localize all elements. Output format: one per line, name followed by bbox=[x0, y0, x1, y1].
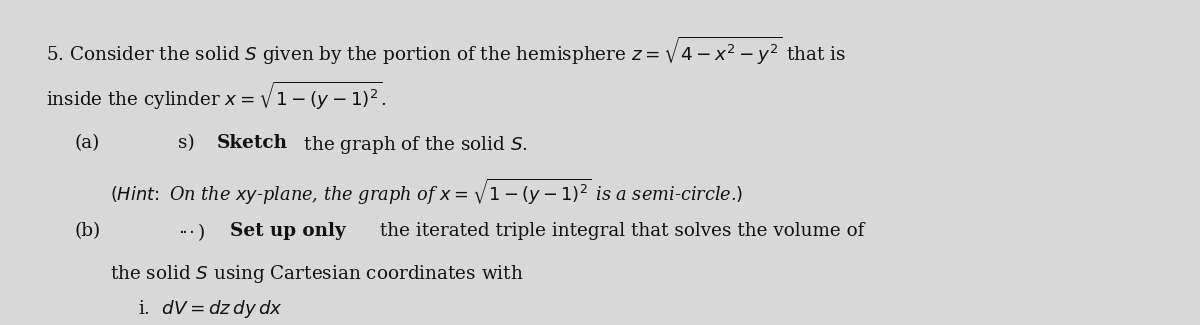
Text: the iterated triple integral that solves the volume of: the iterated triple integral that solves… bbox=[374, 222, 865, 240]
Text: $(Hint\!:$ On the $xy$-plane, the graph of $x = \sqrt{1-(y-1)^2}$ is a semi-circ: $(Hint\!:$ On the $xy$-plane, the graph … bbox=[110, 177, 744, 207]
Text: $\cdot\!\!\cdot\!\!\cdot$): $\cdot\!\!\cdot\!\!\cdot$) bbox=[178, 222, 206, 243]
Text: (b): (b) bbox=[74, 222, 101, 240]
Text: inside the cylinder $x = \sqrt{1-(y-1)^2}$.: inside the cylinder $x = \sqrt{1-(y-1)^2… bbox=[46, 80, 386, 112]
Text: s): s) bbox=[178, 134, 200, 152]
Text: (a): (a) bbox=[74, 134, 100, 152]
Text: 5. Consider the solid $S$ given by the portion of the hemisphere $z = \sqrt{4-x^: 5. Consider the solid $S$ given by the p… bbox=[46, 34, 846, 67]
Text: Sketch: Sketch bbox=[217, 134, 288, 152]
Text: the solid $S$ using Cartesian coordinates with: the solid $S$ using Cartesian coordinate… bbox=[110, 263, 523, 285]
Text: Set up only: Set up only bbox=[230, 222, 346, 240]
Text: the graph of the solid $S$.: the graph of the solid $S$. bbox=[298, 134, 528, 156]
Text: i.  $dV = dz\,dy\,dx$: i. $dV = dz\,dy\,dx$ bbox=[138, 298, 283, 320]
